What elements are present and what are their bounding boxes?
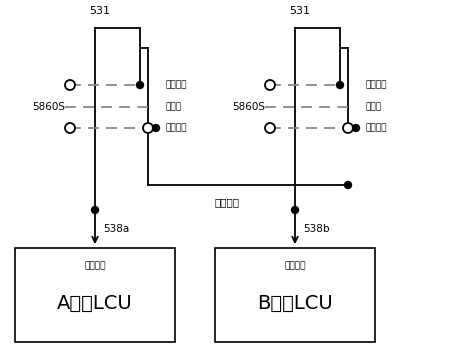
Circle shape [265,123,275,133]
Circle shape [143,123,153,133]
Text: 正常位: 正常位 [366,102,382,112]
Circle shape [352,125,360,132]
Text: 本节切障: 本节切障 [166,81,188,89]
Text: A节车LCU: A节车LCU [57,294,133,313]
Circle shape [137,82,143,88]
Circle shape [336,82,344,88]
Circle shape [65,80,75,90]
Text: 538a: 538a [103,224,129,233]
Text: 531: 531 [290,6,311,16]
Circle shape [343,123,353,133]
Text: 切隐信号: 切隐信号 [84,262,106,270]
Text: B节车LCU: B节车LCU [257,294,333,313]
Circle shape [265,80,275,90]
Text: 正常位: 正常位 [166,102,182,112]
Bar [15,248,175,342]
Circle shape [153,125,159,132]
Text: 538b: 538b [303,224,330,233]
Text: 重联电缆: 重联电缆 [214,197,240,207]
Text: 它节切障: 它节切障 [166,124,188,132]
Circle shape [291,207,298,214]
Bar [215,248,375,342]
Circle shape [92,207,99,214]
Circle shape [65,123,75,133]
Text: 5860S: 5860S [32,102,65,112]
Circle shape [345,182,351,189]
Text: 它节切障: 它节切障 [366,124,388,132]
Text: 本节切障: 本节切障 [366,81,388,89]
Text: 531: 531 [89,6,110,16]
Text: 5860S: 5860S [232,102,265,112]
Text: 切隐信号: 切隐信号 [284,262,306,270]
